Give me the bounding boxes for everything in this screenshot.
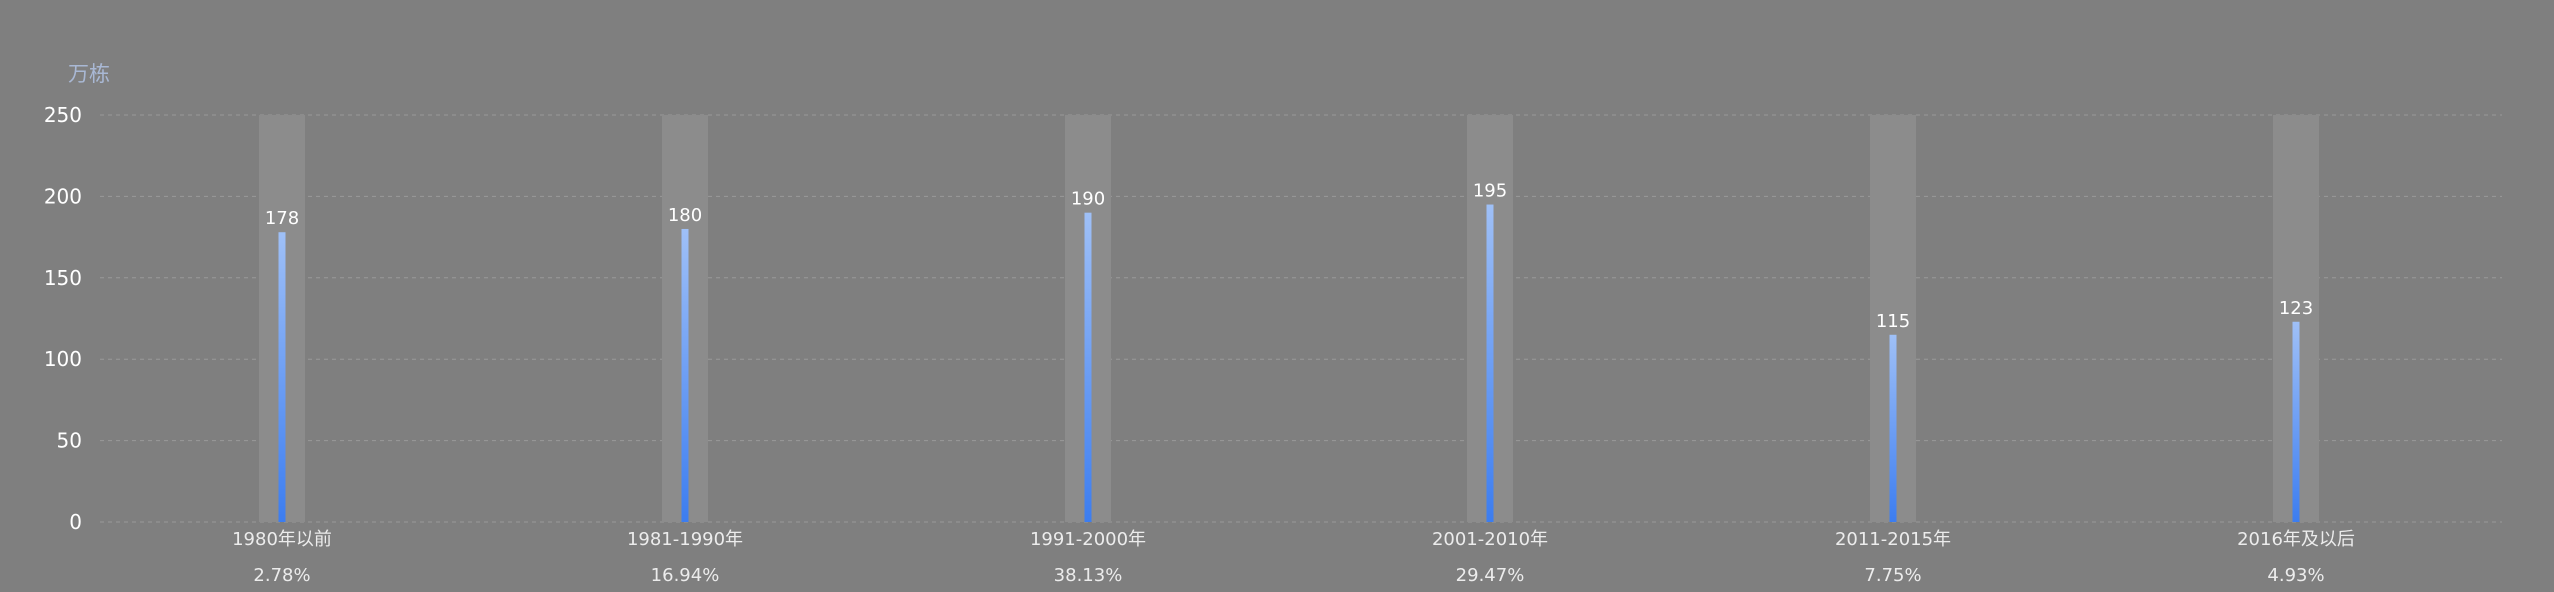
y-tick-label: 50 [57, 429, 82, 453]
x-tick-label: 2001-2010年 [1432, 529, 1548, 550]
y-axis-unit-label: 万栋 [68, 62, 110, 86]
bar-value-label: 178 [265, 208, 299, 229]
y-tick-label: 100 [44, 347, 82, 371]
bar-layer [278, 204, 2300, 523]
bar [2292, 321, 2300, 522]
bar [1889, 334, 1897, 522]
grid-layer [100, 114, 2502, 523]
label-layer: 0 50 100 150 200 250 178 1980年以前 2.78% 180 1981-19… [44, 103, 2355, 586]
bar [1084, 212, 1092, 522]
x-tick-label: 1991-2000年 [1030, 529, 1146, 550]
y-tick-label: 0 [69, 510, 82, 534]
x-tick-label: 1981-1990年 [627, 529, 743, 550]
y-tick-label: 250 [44, 103, 82, 127]
percentage-label: 16.94% [651, 565, 720, 586]
category-band-layer [259, 115, 2319, 522]
y-tick-label: 150 [44, 266, 82, 290]
percentage-label: 38.13% [1054, 565, 1123, 586]
bar-value-label: 180 [668, 205, 702, 226]
bar [278, 232, 286, 522]
x-tick-label: 1980年以前 [232, 529, 332, 550]
bar [1486, 204, 1494, 523]
bar [681, 228, 689, 522]
bar-value-label: 115 [1876, 311, 1910, 332]
bar-value-label: 190 [1071, 189, 1105, 210]
percentage-label: 2.78% [253, 565, 310, 586]
percentage-label: 4.93% [2267, 565, 2324, 586]
bar-value-label: 123 [2279, 298, 2313, 319]
percentage-label: 29.47% [1456, 565, 1525, 586]
x-tick-label: 2011-2015年 [1835, 529, 1951, 550]
x-tick-label: 2016年及以后 [2237, 529, 2355, 550]
y-tick-label: 200 [44, 184, 82, 208]
bar-value-label: 195 [1473, 181, 1507, 202]
percentage-label: 7.75% [1864, 565, 1921, 586]
